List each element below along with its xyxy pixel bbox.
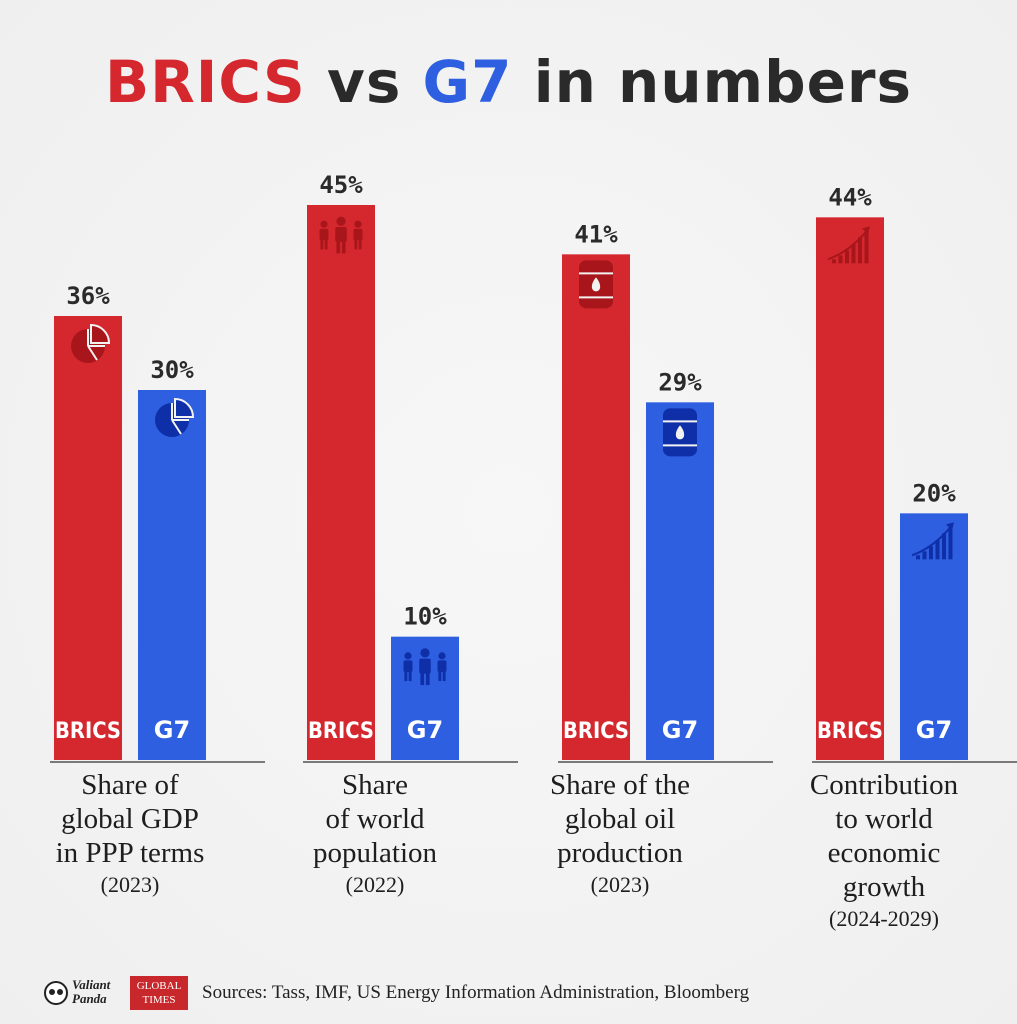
- title-g7: G7: [422, 48, 513, 116]
- title-vs: vs: [305, 48, 423, 116]
- category-label-line: production: [557, 837, 683, 869]
- bar-g7-1: [138, 390, 206, 760]
- category-label-1: Share of global GDP in PPP terms (2023): [25, 768, 235, 900]
- footer: Valiant Panda GLOBAL TIMES Sources: Tass…: [42, 975, 749, 1011]
- panda-icon: [44, 981, 68, 1005]
- value-label-g7-2: 10%: [403, 603, 447, 631]
- global-times-logo: GLOBAL TIMES: [130, 976, 188, 1010]
- people-icon-brics-2: [319, 216, 363, 254]
- series-label-g7-3: G7: [662, 716, 698, 744]
- sources-text: Sources: Tass, IMF, US Energy Informatio…: [202, 982, 750, 1003]
- value-label-g7-3: 29%: [658, 368, 702, 396]
- category-label-3: Share of the global oil production (2023): [515, 768, 725, 900]
- category-label-2: Share of world population (2022): [270, 768, 480, 900]
- series-label-brics-1: BRICS: [55, 719, 121, 744]
- series-label-g7-4: G7: [916, 716, 952, 744]
- category-year: (2023): [100, 872, 160, 897]
- category-label-line: Share of: [81, 769, 179, 801]
- bar-g7-4: [900, 513, 968, 760]
- category-label-line: Share: [341, 769, 409, 801]
- value-label-g7-1: 30%: [150, 356, 194, 384]
- series-label-g7-2: G7: [407, 716, 443, 744]
- value-label-brics-2: 45%: [319, 171, 363, 199]
- pie-chart-icon-g7-1: [155, 397, 195, 437]
- value-label-g7-4: 20%: [912, 479, 956, 507]
- category-label-line: to world: [835, 803, 933, 835]
- logo-text-panda: Panda: [72, 991, 107, 1006]
- category-label-line: Contribution: [809, 769, 959, 801]
- series-label-brics-3: BRICS: [563, 719, 629, 744]
- valiant-panda-logo: Valiant Panda: [42, 977, 124, 1009]
- bar-g7-3: [646, 402, 714, 760]
- category-label-line: global GDP: [61, 803, 199, 835]
- value-label-brics-1: 36%: [66, 282, 110, 310]
- series-label-brics-2: BRICS: [308, 719, 374, 744]
- category-label-line: in PPP terms: [55, 837, 205, 869]
- title-brics: BRICS: [104, 48, 306, 116]
- category-label-line: Share of the: [549, 769, 691, 801]
- category-year: (2022): [345, 872, 405, 897]
- growth-chart-icon-brics-4: [827, 226, 870, 264]
- logo-text-valiant: Valiant: [72, 977, 111, 992]
- logo-text-times: TIMES: [142, 994, 176, 1006]
- series-label-brics-4: BRICS: [817, 719, 883, 744]
- value-label-brics-3: 41%: [574, 220, 618, 248]
- growth-chart-icon-g7-4: [911, 522, 954, 560]
- category-year: (2024-2029): [829, 906, 939, 931]
- oil-barrel-icon-g7-3: [663, 408, 697, 457]
- category-label-line: economic: [827, 837, 941, 869]
- bar-brics-2: [307, 205, 375, 760]
- people-icon-g7-2: [403, 648, 447, 686]
- category-year: (2023): [590, 872, 650, 897]
- category-label-4: Contribution to world economic growth (2024-…: [779, 768, 989, 934]
- bar-brics-3: [562, 254, 630, 761]
- chart-title: BRICS vs G7 in numbers: [0, 48, 1017, 116]
- category-label-line: growth: [842, 871, 926, 903]
- category-label-line: of world: [325, 803, 425, 835]
- title-rest: in numbers: [512, 48, 913, 116]
- bar-brics-1: [54, 316, 122, 760]
- series-label-g7-1: G7: [154, 716, 190, 744]
- logo-text-global: GLOBAL: [136, 980, 182, 992]
- category-label-line: global oil: [564, 803, 676, 835]
- bar-brics-4: [816, 217, 884, 761]
- pie-chart-icon-brics-1: [71, 323, 111, 363]
- oil-barrel-icon-brics-3: [579, 260, 613, 309]
- category-label-line: population: [312, 837, 438, 869]
- value-label-brics-4: 44%: [828, 183, 872, 211]
